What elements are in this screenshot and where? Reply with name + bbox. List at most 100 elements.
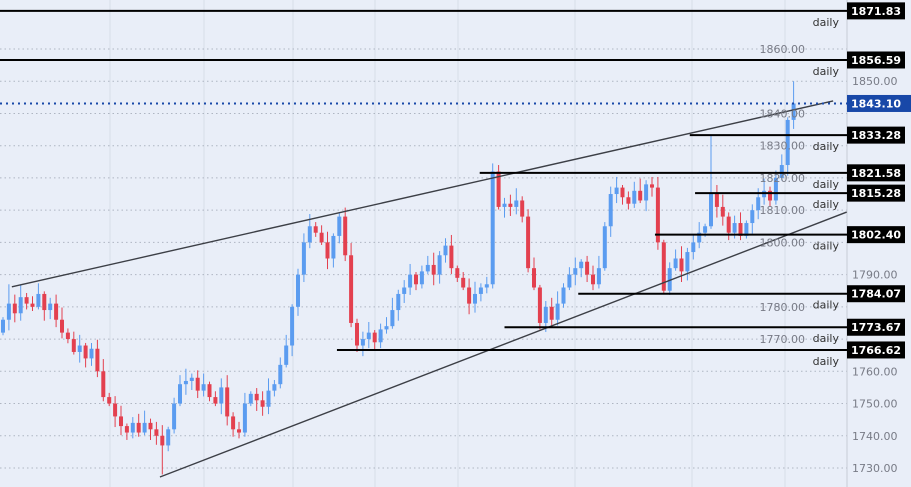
candle-body	[508, 203, 513, 207]
candle-bearish	[260, 391, 265, 416]
candle-bearish	[526, 209, 531, 273]
candle-bullish	[608, 186, 613, 237]
candle-bullish	[667, 262, 672, 295]
candle-bearish	[101, 359, 106, 402]
price-label-box	[847, 126, 905, 144]
candles	[1, 81, 796, 475]
candle-body	[360, 339, 365, 346]
candle-body	[596, 268, 601, 285]
candle-body	[467, 287, 472, 304]
candle-body	[526, 216, 531, 269]
level-1833-28[interactable]: daily 1833.28	[689, 126, 905, 154]
candle-body	[349, 255, 354, 323]
candle-body	[644, 184, 649, 201]
level-timeframe-label: daily	[813, 198, 840, 211]
candle-bullish	[331, 233, 336, 268]
candle-body	[602, 226, 607, 269]
level-1871-83[interactable]: daily 1871.83	[0, 2, 905, 29]
level-1773-67[interactable]: daily 1773.67	[504, 318, 906, 346]
candle-body	[744, 223, 749, 236]
upper-channel-line[interactable]	[11, 100, 834, 288]
candle-body	[384, 326, 389, 330]
candle-body	[614, 187, 619, 195]
level-1821-58[interactable]: daily 1821.58	[479, 164, 905, 191]
candle-bearish	[237, 421, 241, 439]
candle-body	[514, 200, 519, 207]
candle-bearish	[113, 396, 118, 428]
level-timeframe-label: daily	[813, 355, 840, 368]
candle-bullish	[248, 391, 253, 407]
candle-bullish	[478, 283, 483, 302]
price-tick-label: 1800.00	[760, 236, 806, 249]
candle-body	[390, 310, 395, 327]
price-label-box	[847, 341, 905, 359]
candle-bullish	[490, 163, 495, 289]
candle-bearish	[496, 165, 501, 210]
level-timeframe-label: daily	[813, 65, 840, 78]
candle-bearish	[343, 207, 348, 262]
price-label-box	[847, 318, 905, 336]
candle-body	[231, 416, 236, 430]
candle-body	[655, 187, 660, 243]
price-tick-label: 1840.00	[760, 107, 806, 120]
candle-body	[189, 377, 194, 381]
lower-channel-line[interactable]	[159, 211, 847, 478]
candle-bearish	[213, 391, 218, 407]
candle-body	[396, 293, 401, 311]
candle-bearish	[532, 257, 536, 291]
level-1766-62[interactable]: daily 1766.62	[336, 341, 905, 368]
price-label-box	[847, 51, 905, 69]
candle-body	[284, 345, 289, 365]
price-axis[interactable]: 1730.00 1740.00 1750.00 1760.00 1770.00 1780.…	[760, 43, 898, 475]
candle-body	[71, 339, 76, 352]
candle-body	[632, 190, 637, 204]
candle-bullish	[402, 280, 407, 303]
trendlines[interactable]	[11, 100, 847, 478]
level-timeframe-label: daily	[813, 178, 840, 191]
candle-body	[425, 264, 430, 272]
candle-body	[54, 303, 59, 320]
candle-body	[768, 190, 772, 201]
price-label: 1773.67	[851, 321, 901, 334]
candle-body	[408, 274, 413, 288]
candle-body	[484, 284, 489, 288]
level-timeframe-label: daily	[813, 140, 840, 153]
candle-bullish	[77, 334, 82, 363]
candle-body	[549, 306, 554, 320]
candle-body	[661, 242, 666, 291]
candle-body	[638, 190, 643, 201]
candle-bearish	[231, 412, 236, 437]
candle-bullish	[166, 426, 171, 452]
price-tick-label: 1780.00	[760, 301, 806, 314]
level-1802-40[interactable]: daily 1802.40	[654, 226, 905, 253]
level-1856-59[interactable]: daily 1856.59	[0, 51, 905, 78]
candle-body	[650, 184, 654, 188]
level-1784-07[interactable]: daily 1784.07	[578, 285, 905, 312]
candle-body	[750, 210, 755, 224]
current-price-box	[847, 94, 911, 112]
price-tick-label: 1790.00	[852, 269, 898, 282]
candle-body	[154, 429, 159, 436]
candle-bearish	[71, 331, 76, 355]
candle-bullish	[579, 259, 584, 278]
horizontal-levels[interactable]: daily1871.83daily1856.59daily1833.28dail…	[0, 2, 905, 368]
candle-bullish	[644, 180, 649, 212]
level-timeframe-label: daily	[813, 240, 840, 253]
candle-bearish	[650, 176, 654, 197]
candle-body	[591, 274, 595, 285]
candle-bullish	[602, 222, 607, 271]
candle-bullish	[272, 380, 277, 397]
level-1815-28[interactable]: daily 1815.28	[695, 184, 905, 212]
price-label: 1802.40	[851, 229, 901, 242]
candle-body	[667, 268, 672, 291]
candle-body	[703, 226, 708, 233]
candle-bullish	[773, 170, 778, 205]
candle-bearish	[508, 194, 513, 216]
candle-body	[136, 422, 141, 433]
candle-body	[242, 403, 247, 433]
candle-bearish	[720, 194, 725, 226]
candle-bearish	[585, 255, 590, 283]
candle-bullish	[744, 220, 749, 239]
candle-body	[337, 216, 342, 236]
